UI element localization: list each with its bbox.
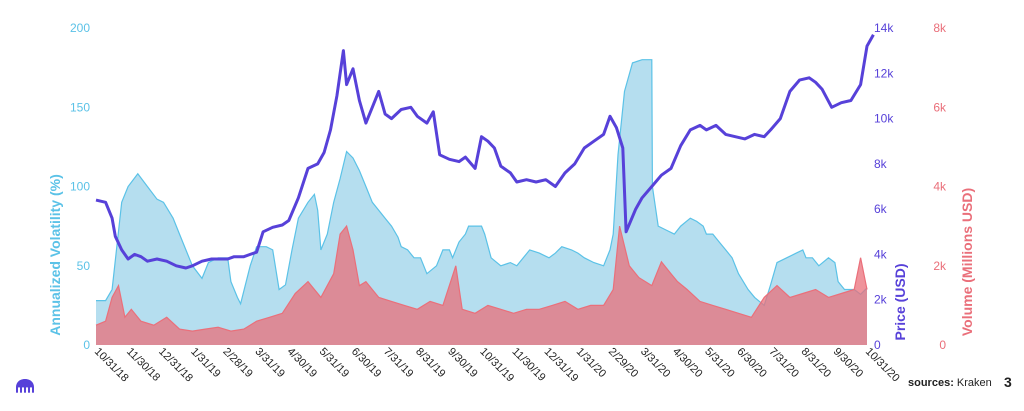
x-tick-label: 2/28/19 <box>220 346 254 380</box>
volume-tick-label: 0 <box>939 338 946 352</box>
price-tick-label: 4k <box>874 247 888 261</box>
source-label: sources: <box>908 377 954 389</box>
x-tick-label: 7/31/19 <box>381 346 415 380</box>
page-number: 3 <box>1004 374 1012 390</box>
left-tick-label: 200 <box>70 21 90 35</box>
price-tick-label: 8k <box>874 157 888 171</box>
x-tick-label: 12/31/19 <box>542 346 581 385</box>
left-tick-label: 150 <box>70 100 90 114</box>
series-outline-0 <box>96 59 868 307</box>
volume-tick-label: 8k <box>933 21 947 35</box>
series-layer <box>95 34 875 345</box>
price-tick-label: 10k <box>874 112 894 126</box>
left-tick-label: 50 <box>77 259 91 273</box>
x-tick-label: 11/30/19 <box>510 346 548 384</box>
x-tick-label: 3/31/19 <box>253 346 287 380</box>
x-tick-label: 4/30/20 <box>670 346 704 380</box>
series-line-1 <box>95 34 875 270</box>
x-tick-label: 10/31/20 <box>863 346 902 385</box>
x-tick-label: 12/31/18 <box>156 346 195 385</box>
price-tick-label: 12k <box>874 66 894 80</box>
x-tick-label: 7/31/20 <box>767 346 801 380</box>
series-area-0 <box>96 59 867 345</box>
x-tick-label: 10/31/19 <box>477 346 516 385</box>
volume-tick-label: 2k <box>933 259 947 273</box>
x-tick-label: 8/31/20 <box>799 346 833 380</box>
x-tick-label: 2/29/20 <box>606 346 640 380</box>
x-tick-label: 11/30/18 <box>124 346 162 384</box>
x-tick-label: 8/31/19 <box>413 346 447 380</box>
price-tick-label: 2k <box>874 293 888 307</box>
price-axis-title: Price (USD) <box>892 263 908 340</box>
price-tick-label: 6k <box>874 202 888 216</box>
x-tick-label: 4/30/19 <box>285 346 319 380</box>
x-tick-label: 9/30/19 <box>445 346 479 380</box>
source-note: sources: Kraken <box>908 377 992 389</box>
x-tick-label: 5/31/19 <box>317 346 351 380</box>
x-tick-label: 3/31/20 <box>638 346 672 380</box>
volume-tick-label: 4k <box>933 180 947 194</box>
left-tick-label: 100 <box>70 180 90 194</box>
kraken-logo-icon <box>14 378 36 399</box>
volume-axis-title: Volume (Millions USD) <box>959 188 975 336</box>
series-area-2 <box>96 226 867 345</box>
x-tick-label: 10/31/18 <box>92 346 131 385</box>
left-tick-label: 0 <box>83 338 90 352</box>
x-tick-label: 5/31/20 <box>702 346 736 380</box>
price-tick-label: 14k <box>874 21 894 35</box>
x-tick-label: 6/30/19 <box>349 346 383 380</box>
volume-tick-label: 6k <box>933 100 947 114</box>
x-tick-label: 9/30/20 <box>831 346 865 380</box>
series-outline-2 <box>95 224 868 332</box>
source-value: Kraken <box>956 377 992 389</box>
price-tick-label: 0 <box>874 338 881 352</box>
x-tick-label: 6/30/20 <box>734 346 768 380</box>
left-axis-title: Annualized Volatility (%) <box>47 174 63 336</box>
